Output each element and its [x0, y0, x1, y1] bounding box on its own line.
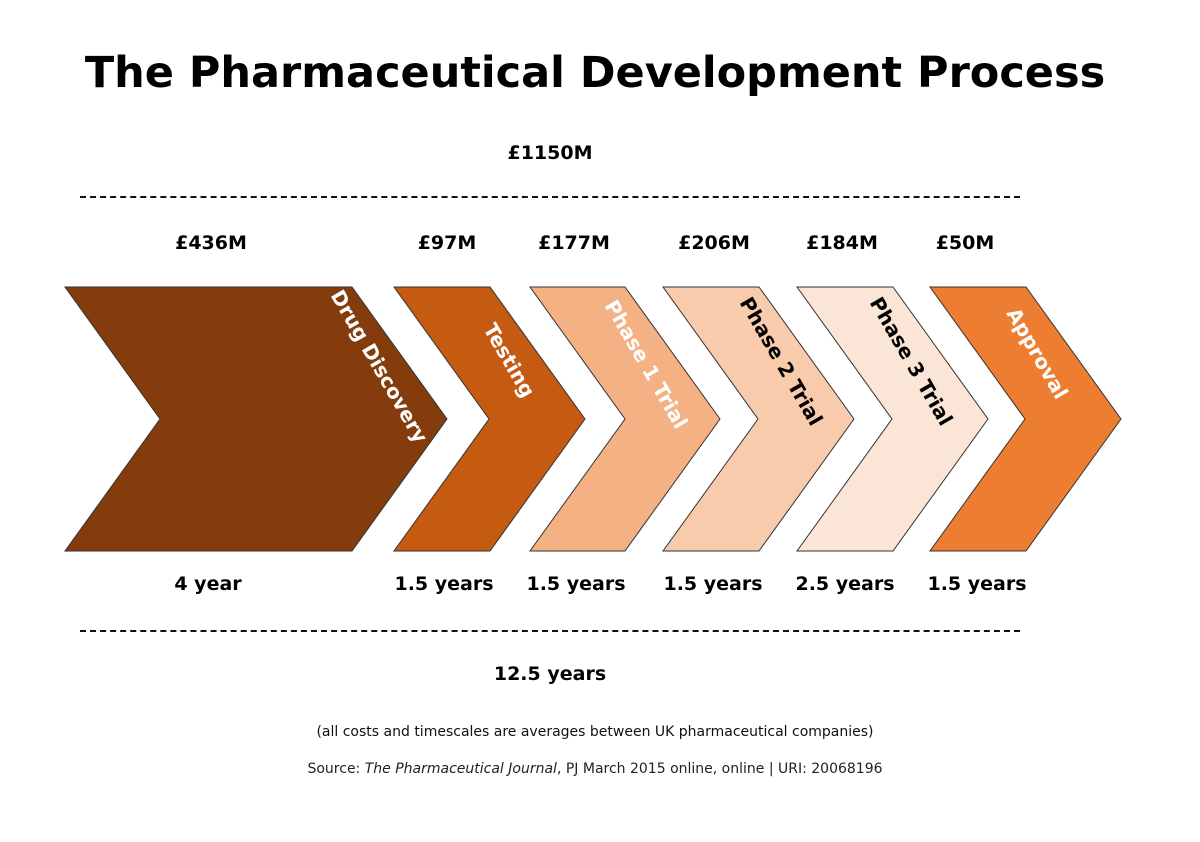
chevron-shape-phase-3: [796, 286, 989, 552]
stage-duration-phase-2: 1.5 years: [663, 573, 763, 595]
stage-cost-drug-discovery: £436M: [175, 232, 247, 254]
chevron-drug-discovery: Drug Discovery: [64, 286, 448, 552]
chevron-shape-testing: [393, 286, 586, 552]
chevron-shape-drug-discovery: [64, 286, 448, 552]
footnote: (all costs and timescales are averages b…: [316, 724, 874, 740]
total-duration-divider: [80, 630, 1020, 632]
total-cost: £1150M: [507, 142, 593, 164]
stage-cost-phase-1: £177M: [538, 232, 610, 254]
chevron-shape-approval: [929, 286, 1122, 552]
stage-duration-testing: 1.5 years: [394, 573, 494, 595]
chevron-shape-phase-2: [662, 286, 855, 552]
total-duration: 12.5 years: [493, 663, 607, 685]
stage-cost-approval: £50M: [935, 232, 995, 254]
stage-duration-drug-discovery: 4 year: [174, 573, 242, 595]
stage-duration-phase-1: 1.5 years: [526, 573, 626, 595]
stage-duration-phase-3: 2.5 years: [795, 573, 895, 595]
source-details: , PJ March 2015 online, online | URI: 20…: [556, 761, 883, 777]
chevron-phase-3: Phase 3 Trial: [796, 286, 989, 552]
chevron-shape-phase-1: [529, 286, 721, 552]
source-prefix: Source:: [307, 761, 365, 777]
source-journal: The Pharmaceutical Journal: [364, 761, 557, 777]
total-cost-divider: [80, 196, 1020, 198]
chevron-approval: Approval: [929, 286, 1122, 552]
stage-cost-testing: £97M: [417, 232, 477, 254]
stage-cost-phase-3: £184M: [806, 232, 878, 254]
stage-duration-approval: 1.5 years: [927, 573, 1027, 595]
source-line: Source: The Pharmaceutical Journal, PJ M…: [0, 761, 1190, 777]
stage-cost-phase-2: £206M: [678, 232, 750, 254]
page-title: The Pharmaceutical Development Process: [84, 48, 1106, 98]
chevron-phase-2: Phase 2 Trial: [662, 286, 855, 552]
